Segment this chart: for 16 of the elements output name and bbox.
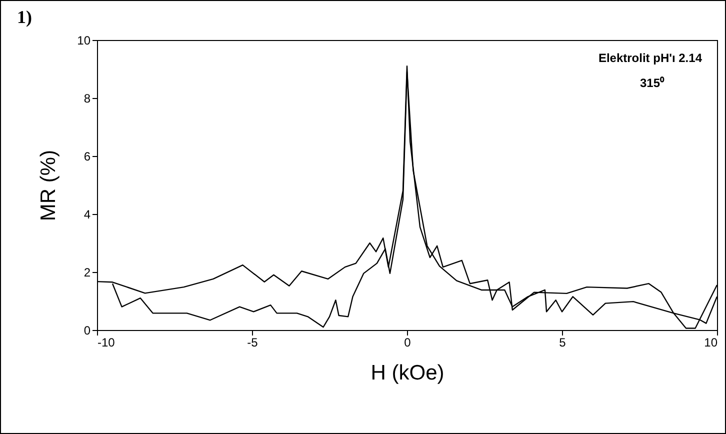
- x-tick-label: 0: [404, 336, 412, 350]
- y-tick-label: 6: [84, 150, 91, 164]
- x-tick-label: 5: [559, 336, 566, 350]
- y-tick-label: 8: [84, 92, 91, 106]
- annotation: 315⁰: [640, 76, 666, 90]
- y-axis-title: MR (%): [37, 150, 60, 222]
- y-tick-label: 0: [84, 324, 91, 338]
- x-tick-label: 10: [704, 336, 718, 350]
- y-tick-label: 10: [77, 34, 91, 48]
- y-tick-label: 4: [84, 208, 91, 222]
- annotation: Elektrolit pH'ı 2.14: [598, 51, 702, 65]
- text: 1): [17, 7, 32, 27]
- x-axis-title: H (kOe): [370, 362, 444, 384]
- x-tick-label: -10: [98, 336, 116, 350]
- y-tick-label: 2: [84, 266, 91, 280]
- x-tick-label: -5: [247, 336, 258, 350]
